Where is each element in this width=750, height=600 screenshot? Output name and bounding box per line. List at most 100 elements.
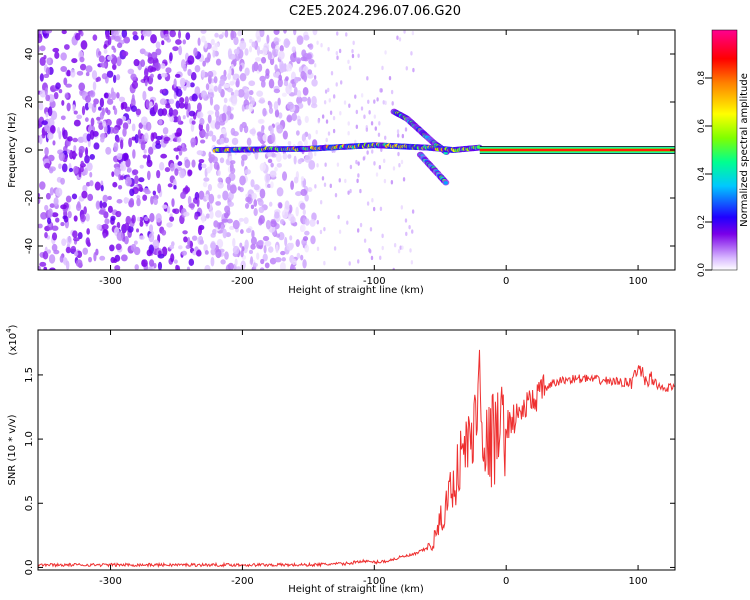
noise-blob xyxy=(107,205,113,213)
noise-blob xyxy=(373,99,376,104)
noise-blob xyxy=(198,190,205,200)
noise-blob xyxy=(191,235,198,241)
noise-blob xyxy=(205,132,209,140)
noise-blob xyxy=(120,175,125,181)
noise-blob xyxy=(376,97,379,102)
noise-blob xyxy=(290,180,294,190)
noise-blob xyxy=(144,79,148,87)
noise-blob xyxy=(209,210,214,219)
noise-blob xyxy=(270,181,274,189)
noise-blob xyxy=(327,87,330,93)
noise-blob xyxy=(68,167,74,173)
noise-blob xyxy=(190,137,197,146)
noise-blob xyxy=(144,51,149,56)
noise-blob xyxy=(229,167,236,174)
noise-blob xyxy=(295,191,302,197)
noise-blob xyxy=(316,40,319,45)
noise-blob xyxy=(349,164,353,170)
noise-blob xyxy=(257,199,264,207)
noise-blob xyxy=(250,204,255,210)
noise-blob xyxy=(274,64,278,72)
noise-blob xyxy=(152,190,157,196)
noise-blob xyxy=(194,64,201,73)
noise-blob xyxy=(249,128,256,135)
noise-blob xyxy=(133,240,138,245)
spectrogram-xlabel: Height of straight line (km) xyxy=(288,285,424,296)
noise-blob xyxy=(178,245,183,250)
noise-blob xyxy=(349,188,352,194)
noise-blob xyxy=(131,93,135,103)
noise-blob xyxy=(38,223,43,229)
track-core xyxy=(443,181,448,185)
noise-blob xyxy=(338,229,342,234)
noise-blob xyxy=(85,213,90,222)
noise-blob xyxy=(307,69,313,75)
noise-blob xyxy=(229,113,234,120)
noise-blob xyxy=(73,145,77,153)
noise-blob xyxy=(354,139,357,145)
snr-xlabel: Height of straight line (km) xyxy=(288,584,424,595)
noise-blob xyxy=(72,230,78,239)
x-tick-label: -200 xyxy=(231,276,254,287)
noise-blob xyxy=(257,239,264,246)
noise-blob xyxy=(38,30,41,35)
noise-blob xyxy=(142,194,148,201)
noise-blob xyxy=(46,249,52,254)
noise-blob xyxy=(148,259,155,267)
noise-blob xyxy=(239,124,243,133)
noise-blob xyxy=(298,66,303,73)
noise-blob xyxy=(113,258,117,264)
noise-blob xyxy=(65,260,70,270)
noise-blob xyxy=(114,35,121,42)
noise-blob xyxy=(185,32,191,40)
noise-blob xyxy=(38,265,41,270)
noise-blob xyxy=(396,129,400,134)
noise-blob xyxy=(44,162,51,169)
noise-blob xyxy=(278,112,283,119)
noise-blob xyxy=(280,63,287,73)
noise-blob xyxy=(347,190,350,195)
noise-blob xyxy=(146,249,153,257)
y-tick-label: 0 xyxy=(24,147,35,153)
noise-blob xyxy=(382,100,385,105)
noise-blob xyxy=(232,237,236,248)
noise-blob xyxy=(38,37,42,44)
noise-blob xyxy=(227,201,234,207)
noise-blob xyxy=(125,158,131,168)
noise-blob xyxy=(250,243,256,250)
noise-blob xyxy=(55,217,60,223)
noise-blob xyxy=(44,87,48,96)
noise-blob xyxy=(182,115,186,120)
noise-blob xyxy=(53,91,59,100)
noise-blob xyxy=(42,251,49,260)
noise-blob xyxy=(105,107,109,114)
noise-blob xyxy=(71,58,78,64)
noise-blob xyxy=(239,175,246,186)
noise-blob xyxy=(359,222,363,228)
noise-blob xyxy=(296,96,303,105)
noise-blob xyxy=(244,203,250,209)
noise-blob xyxy=(319,200,323,205)
noise-blob xyxy=(233,36,239,46)
noise-blob xyxy=(259,267,265,270)
noise-blob xyxy=(397,133,400,138)
noise-blob xyxy=(78,82,86,91)
noise-blob xyxy=(285,76,289,81)
x-tick-label: 100 xyxy=(629,576,648,587)
noise-blob xyxy=(224,30,229,38)
noise-blob xyxy=(357,161,360,166)
noise-blob xyxy=(245,105,250,110)
noise-blob xyxy=(130,105,137,113)
noise-blob xyxy=(73,110,78,115)
noise-blob xyxy=(192,250,197,256)
x-tick-label: 0 xyxy=(503,276,509,287)
noise-blob xyxy=(295,206,299,217)
noise-blob xyxy=(213,76,218,84)
noise-blob xyxy=(392,166,396,171)
noise-blob xyxy=(351,48,354,54)
noise-blob xyxy=(356,228,360,233)
noise-blob xyxy=(311,139,318,148)
noise-blob xyxy=(90,117,95,127)
noise-blob xyxy=(106,70,114,78)
noise-blob xyxy=(147,266,153,270)
